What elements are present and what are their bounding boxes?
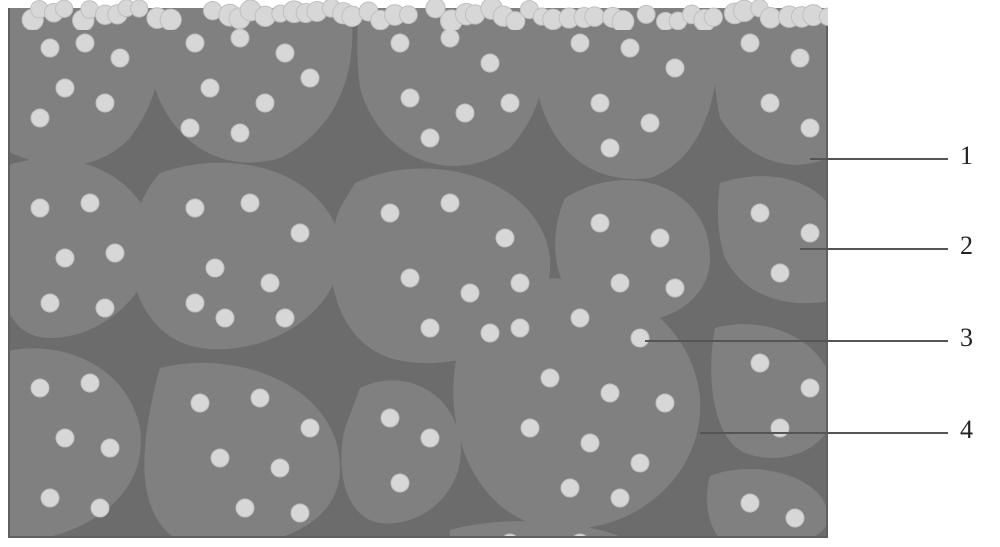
figure-wrap: 1 2 3 4 bbox=[0, 0, 1000, 547]
microstructure-diagram bbox=[8, 8, 828, 538]
leader-line bbox=[645, 340, 948, 342]
label-number-2: 2 bbox=[960, 231, 973, 261]
label-number-1: 1 bbox=[960, 141, 973, 171]
leader-line bbox=[800, 248, 948, 250]
leader-line bbox=[810, 158, 948, 160]
label-number-4: 4 bbox=[960, 415, 973, 445]
leader-line bbox=[700, 432, 948, 434]
label-number-3: 3 bbox=[960, 323, 973, 353]
diagram-svg bbox=[10, 8, 828, 538]
